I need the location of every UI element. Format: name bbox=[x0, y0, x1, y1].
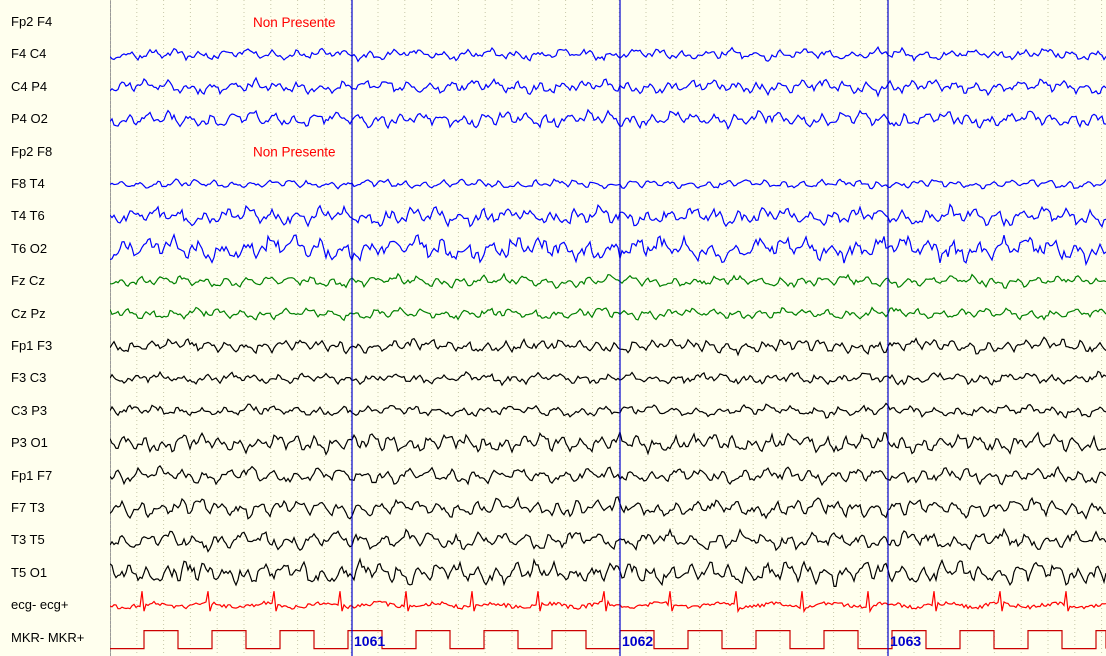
channel-label[interactable]: C3 P3 bbox=[11, 402, 48, 418]
channel-label[interactable]: Fp2 F8 bbox=[11, 143, 53, 159]
channel-label[interactable]: P3 O1 bbox=[11, 435, 48, 451]
channel-trace bbox=[110, 630, 1106, 650]
channel-label[interactable]: Cz Pz bbox=[11, 305, 46, 321]
second-marker-label: 1063 bbox=[890, 633, 921, 649]
channel-trace bbox=[110, 46, 1106, 63]
channel-trace bbox=[110, 272, 1106, 289]
channel-label[interactable]: Fz Cz bbox=[11, 273, 45, 289]
channel-label[interactable]: T3 T5 bbox=[11, 532, 45, 548]
channel-label[interactable]: F7 T3 bbox=[11, 500, 45, 515]
channel-trace bbox=[110, 527, 1106, 553]
channel-label[interactable]: C4 P4 bbox=[11, 78, 48, 94]
channel-trace bbox=[110, 370, 1106, 387]
channel-label[interactable]: F3 C3 bbox=[11, 370, 47, 386]
channel-label[interactable]: F4 C4 bbox=[11, 46, 47, 62]
channel-label[interactable]: P4 O2 bbox=[11, 111, 48, 127]
channel-label[interactable]: T4 T6 bbox=[11, 208, 45, 224]
time-grid bbox=[110, 0, 1103, 656]
channel-trace bbox=[110, 465, 1106, 487]
channel-trace bbox=[110, 402, 1106, 419]
channel-label-column: Fp2 F4 F4 C4 C4 P4 P4 O2 Fp2 F8 F8 T4 T4 T6 T6 … bbox=[0, 0, 111, 656]
channel-trace bbox=[110, 108, 1106, 131]
channel-trace bbox=[110, 76, 1106, 98]
channel-trace bbox=[110, 495, 1106, 520]
channel-trace bbox=[110, 557, 1106, 587]
channel-label[interactable]: Fp1 F3 bbox=[11, 338, 53, 353]
channel-label[interactable]: Fp2 F4 bbox=[11, 14, 53, 29]
channel-label[interactable]: Fp1 F7 bbox=[11, 467, 53, 483]
channel-trace bbox=[110, 306, 1106, 322]
channel-trace bbox=[110, 591, 1106, 614]
channel-label[interactable]: T6 O2 bbox=[11, 240, 48, 256]
channel-label[interactable]: F8 T4 bbox=[11, 176, 45, 191]
channel-label[interactable]: MKR- MKR+ bbox=[11, 629, 85, 645]
channel-trace bbox=[110, 203, 1106, 229]
channel-trace bbox=[110, 178, 1106, 190]
channel-trace bbox=[110, 232, 1106, 267]
eeg-trace-canvas[interactable]: Non Presente Non Presente 1061 1062 1063 bbox=[110, 0, 1106, 656]
channel-label[interactable]: T5 O1 bbox=[11, 564, 48, 580]
trace-area[interactable]: Non Presente Non Presente 1061 1062 1063 bbox=[110, 0, 1106, 656]
second-marker-label: 1062 bbox=[622, 633, 653, 649]
second-marker-label: 1061 bbox=[354, 633, 385, 649]
channel-label[interactable]: ecg- ecg+ bbox=[11, 597, 69, 613]
not-present-label: Non Presente bbox=[253, 145, 336, 160]
channel-trace bbox=[110, 430, 1106, 456]
not-present-label: Non Presente bbox=[253, 15, 336, 30]
channel-trace bbox=[110, 336, 1106, 357]
